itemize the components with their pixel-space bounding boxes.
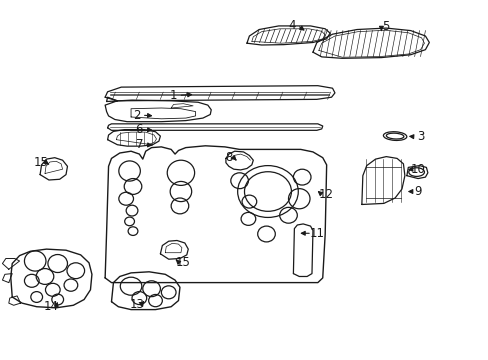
Text: 14: 14 — [44, 300, 59, 313]
Text: 7: 7 — [135, 138, 143, 151]
Text: 13: 13 — [129, 298, 144, 311]
Text: 11: 11 — [309, 227, 324, 240]
Text: 8: 8 — [224, 151, 232, 164]
Text: 3: 3 — [416, 130, 424, 143]
Text: 10: 10 — [410, 163, 425, 176]
Text: 12: 12 — [319, 188, 333, 201]
Text: 1: 1 — [169, 89, 177, 102]
Text: 4: 4 — [288, 19, 296, 32]
Text: 9: 9 — [413, 185, 421, 198]
Text: 15: 15 — [176, 256, 190, 269]
Text: 15: 15 — [34, 156, 49, 169]
Text: 2: 2 — [133, 109, 141, 122]
Text: 5: 5 — [382, 21, 389, 33]
Text: 6: 6 — [135, 123, 143, 136]
